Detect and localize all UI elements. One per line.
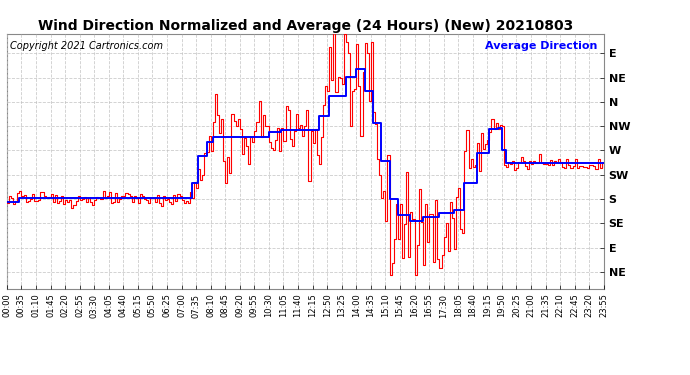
Text: Average Direction: Average Direction: [485, 41, 598, 51]
Title: Wind Direction Normalized and Average (24 Hours) (New) 20210803: Wind Direction Normalized and Average (2…: [38, 19, 573, 33]
Text: Copyright 2021 Cartronics.com: Copyright 2021 Cartronics.com: [10, 41, 163, 51]
